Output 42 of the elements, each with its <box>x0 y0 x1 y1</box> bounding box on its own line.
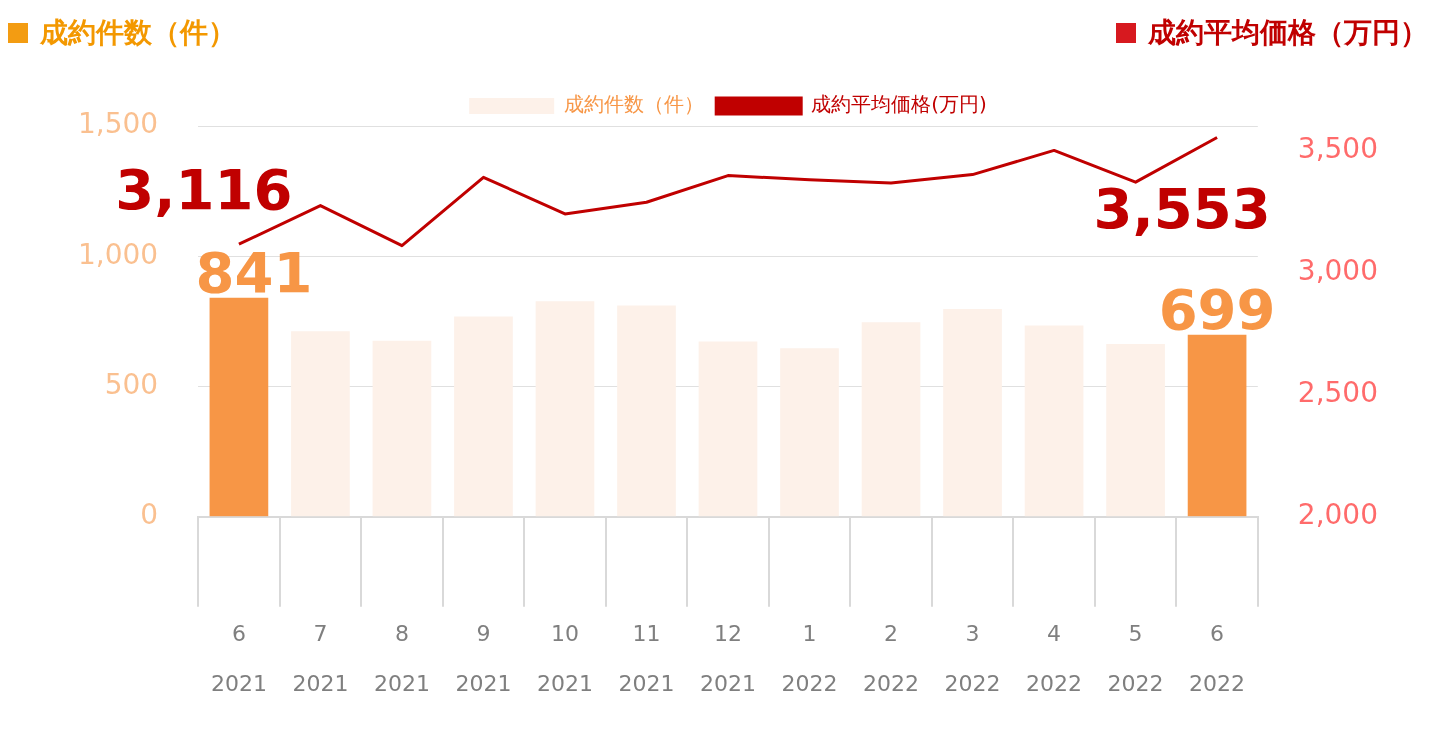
x-tick-label: 5 2022 <box>1107 620 1164 697</box>
x-tick-label: 9 2021 <box>455 620 512 697</box>
x-tick-label: 3 2022 <box>944 620 1001 697</box>
y2-tick-label: 2,000 <box>1297 498 1379 532</box>
y-tick-label: 0 <box>140 498 159 532</box>
y-axis-title: 成約件数（件） <box>40 15 236 51</box>
x-tick-label: 6 2021 <box>210 620 267 697</box>
bar <box>291 331 350 517</box>
y2-tick-label: 3,000 <box>1297 253 1379 287</box>
x-tick-label: 10 2021 <box>536 620 593 697</box>
bar <box>1024 325 1084 517</box>
x-tick-label: 4 2022 <box>1026 620 1083 697</box>
bar <box>1106 344 1165 517</box>
x-tick-label: 1 2022 <box>781 620 838 697</box>
data-label: 841 <box>195 240 313 306</box>
x-tick-label: 7 2021 <box>292 620 349 697</box>
bar <box>698 341 758 517</box>
bar <box>780 348 839 517</box>
data-label: 3,116 <box>115 156 293 222</box>
y2-tick-label: 2,500 <box>1297 375 1379 409</box>
bar <box>861 322 921 517</box>
y2-tick-label: 3,500 <box>1297 131 1379 165</box>
y-tick-label: 1,000 <box>77 237 159 271</box>
data-label: 699 <box>1158 277 1276 343</box>
bar <box>454 316 513 517</box>
bar <box>617 305 676 517</box>
legend-label: 成約件数（件） <box>564 92 705 117</box>
bar <box>1187 334 1247 517</box>
y-tick-label: 1,500 <box>77 107 159 141</box>
bar <box>535 301 595 517</box>
bar <box>372 340 432 517</box>
x-tick-label: 12 2021 <box>700 620 756 697</box>
x-tick-label: 2 2022 <box>863 620 920 697</box>
data-label: 3,553 <box>1093 176 1271 242</box>
y2-axis-title: 成約平均価格（万円） <box>1148 15 1428 51</box>
x-tick-label: 8 2021 <box>373 620 430 697</box>
bar <box>209 297 269 517</box>
bar <box>943 308 1002 517</box>
x-tick-label: 11 2021 <box>618 620 675 697</box>
x-tick-label: 6 2022 <box>1189 620 1246 697</box>
legend-label: 成約平均価格(万円) <box>811 92 987 117</box>
y-tick-label: 500 <box>104 367 159 401</box>
